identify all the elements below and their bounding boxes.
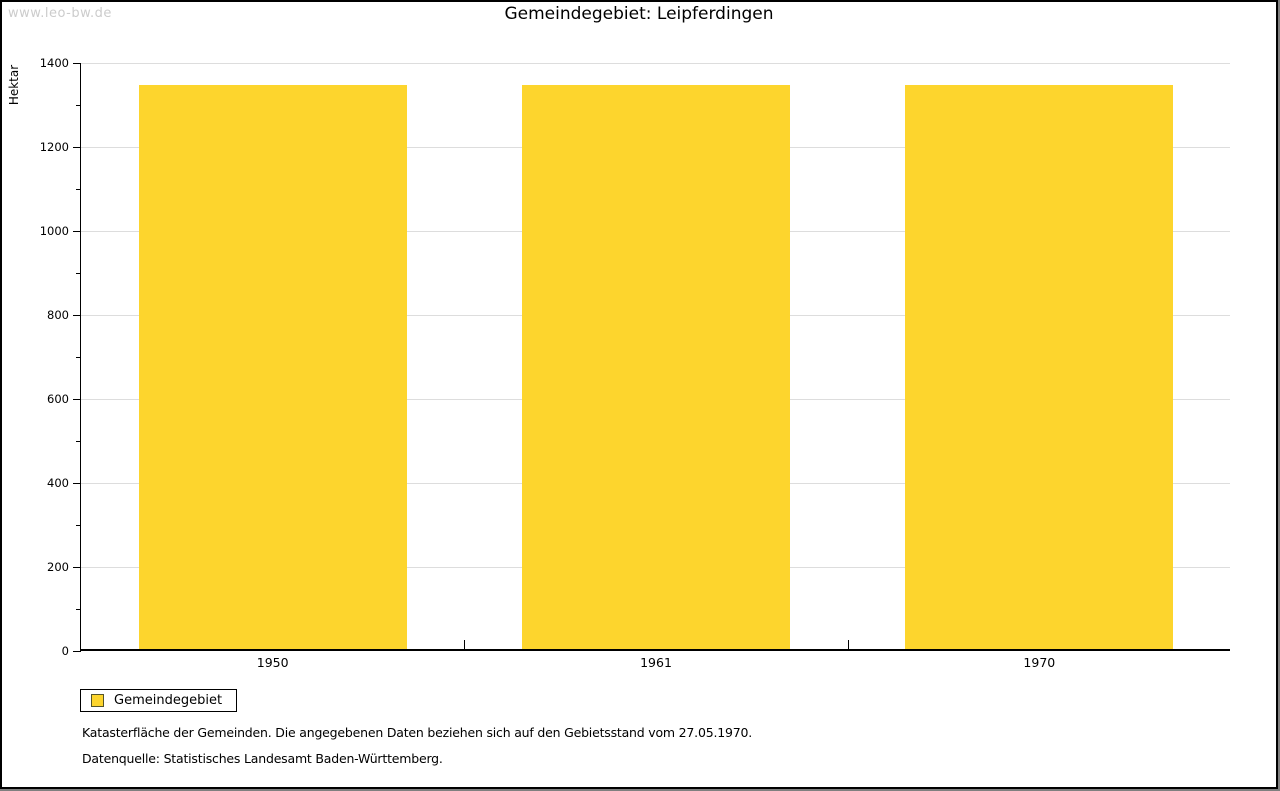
legend-label: Gemeindegebiet [114,693,223,708]
x-boundary-tick-1 [464,640,466,649]
y-tick-label-1000: 1000 [39,224,69,238]
y-tick-1000 [73,231,81,232]
y-tick-1200 [73,147,81,148]
y-tick-200 [73,567,81,568]
y-tick-label-200: 200 [47,560,69,574]
y-axis-title: Hektar [7,64,21,106]
y-minor-tick-500 [76,441,81,442]
x-label-1961: 1961 [640,655,672,670]
y-tick-label-1200: 1200 [39,140,69,154]
y-tick-label-400: 400 [47,476,69,490]
y-minor-tick-300 [76,525,81,526]
legend: Gemeindegebiet [80,689,238,712]
y-tick-400 [73,483,81,484]
x-boundary-tick-2 [847,640,849,649]
plot-area: 0 200 400 600 800 1000 1200 1400 1950 1961 1970 [40,56,1230,670]
y-tick-1400 [73,63,81,64]
watermark: www.leo-bw.de [8,6,112,21]
y-tick-800 [73,315,81,316]
y-tick-600 [73,399,81,400]
chart-title: Gemeindegebiet: Leipferdingen [504,4,774,24]
y-tick-label-0: 0 [61,644,69,658]
y-minor-tick-700 [76,357,81,358]
y-minor-tick-1100 [76,189,81,190]
bar-1950 [138,84,407,649]
y-minor-tick-900 [76,273,81,274]
y-tick-label-600: 600 [47,392,69,406]
footnote-source: Datenquelle: Statistisches Landesamt Bad… [82,751,443,766]
y-minor-tick-100 [76,609,81,610]
x-label-1970: 1970 [1023,655,1056,670]
y-tick-label-800: 800 [47,308,69,322]
y-tick-0 [73,651,81,652]
y-minor-tick-1300 [76,105,81,106]
bar-1970 [905,84,1174,649]
y-tick-label-1400: 1400 [39,56,69,70]
gridline-1400 [81,63,1230,64]
x-label-1950: 1950 [256,655,289,670]
footnote-description: Katasterfläche der Gemeinden. Die angege… [82,725,753,740]
legend-swatch-gemeindegebiet [91,694,104,707]
bar-1961 [521,84,791,649]
